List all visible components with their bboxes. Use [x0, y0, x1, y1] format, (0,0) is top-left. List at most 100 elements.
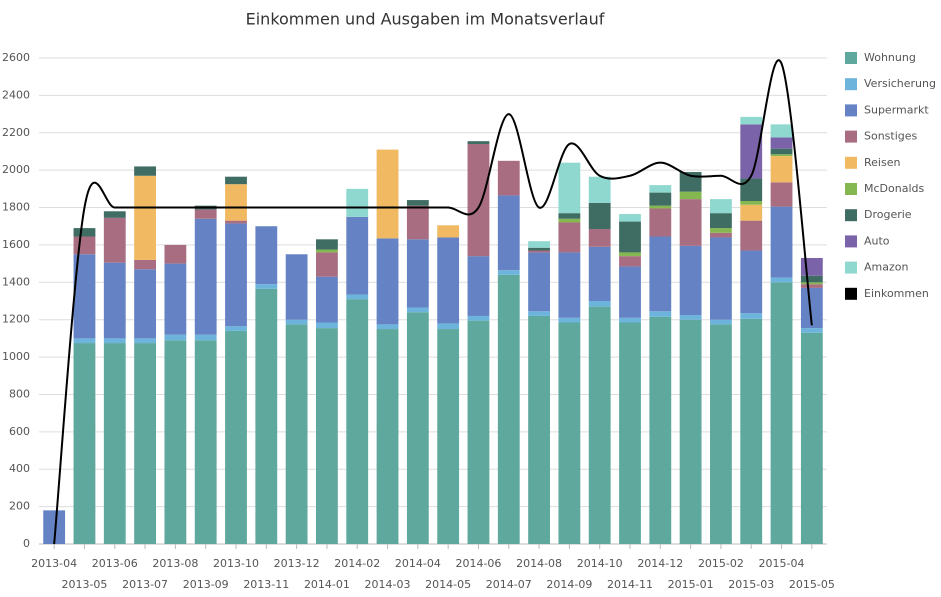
y-tick-label: 0 — [23, 537, 30, 550]
bar-segment — [619, 214, 641, 222]
bar-segment — [194, 209, 217, 219]
bar-segment — [346, 294, 369, 300]
bar-segment — [406, 205, 429, 240]
bar-segment — [800, 328, 823, 333]
bar-segment — [134, 338, 156, 344]
bar-segment — [164, 244, 187, 264]
y-tick-label: 1400 — [2, 275, 30, 288]
bar-segment — [225, 220, 247, 224]
bar-segment — [437, 237, 460, 324]
x-tick-label: 2014-11 — [607, 578, 653, 591]
bar-segment — [588, 202, 611, 230]
bar-segment — [73, 228, 96, 237]
bar-segment — [619, 252, 641, 257]
bar-segment — [376, 324, 399, 330]
bar-segment — [194, 218, 217, 335]
bar-segment — [528, 250, 550, 253]
bar-segment — [406, 200, 429, 206]
bar-segment — [770, 156, 793, 183]
x-tick-label: 2014-05 — [425, 578, 471, 591]
bar-segment — [134, 166, 156, 176]
legend-label: Reisen — [864, 156, 900, 169]
bar-segment — [437, 323, 460, 330]
bar-segment — [285, 319, 308, 325]
bar-segment — [710, 232, 732, 238]
bar-segment — [770, 154, 793, 157]
bar-segment — [467, 320, 490, 544]
bar-segment — [649, 192, 672, 206]
bar-segment — [497, 160, 520, 196]
legend-label: Einkommen — [864, 287, 929, 300]
bar-segment — [770, 282, 793, 544]
x-tick-label: 2015-01 — [668, 578, 714, 591]
x-tick-label: 2014-12 — [637, 557, 683, 570]
x-tick-label: 2013-04 — [31, 557, 77, 570]
bar-segment — [679, 245, 702, 316]
bar-segment — [770, 124, 793, 138]
bar-segment — [225, 326, 247, 331]
legend-label: McDonalds — [864, 182, 924, 195]
y-tick-label: 2400 — [2, 88, 30, 101]
x-tick-label: 2013-07 — [122, 578, 168, 591]
legend-swatch — [845, 183, 857, 195]
x-tick-label: 2014-10 — [577, 557, 623, 570]
bar-segment — [73, 343, 96, 544]
bar-segment — [740, 313, 763, 319]
legend-label: Amazon — [864, 261, 908, 274]
bar-segment — [800, 258, 823, 276]
bar-segment — [134, 269, 156, 339]
bar-segment — [649, 236, 672, 312]
y-tick-label: 1200 — [2, 313, 30, 326]
y-tick-label: 400 — [9, 462, 30, 475]
y-tick-label: 200 — [9, 500, 30, 513]
bar-segment — [649, 205, 672, 209]
bar-segment — [285, 324, 308, 544]
x-tick-label: 2013-11 — [243, 578, 289, 591]
bar-segment — [497, 195, 520, 271]
y-tick-label: 600 — [9, 425, 30, 438]
y-tick-label: 1800 — [2, 201, 30, 214]
bar-segment — [528, 241, 550, 248]
bar-segment — [73, 254, 96, 339]
bar-segment — [225, 176, 247, 185]
bar-segment — [740, 250, 763, 314]
x-tick-label: 2013-10 — [213, 557, 259, 570]
bar-segment — [316, 322, 338, 329]
bar-segment — [255, 288, 278, 544]
legend-swatch — [845, 261, 857, 274]
bar-segment — [194, 334, 217, 341]
bar-segment — [740, 220, 763, 251]
bar-segment — [406, 239, 429, 308]
bar-segment — [558, 252, 581, 318]
bar-segment — [528, 252, 550, 312]
bar-segment — [710, 319, 732, 325]
bar-segment — [376, 238, 399, 325]
legend-swatch — [845, 209, 857, 222]
bar-segment — [800, 287, 823, 329]
bar-segment — [740, 204, 763, 221]
bar-segment — [558, 218, 581, 223]
bar-segment — [467, 315, 490, 321]
bar-segment — [103, 343, 126, 544]
bar-segment — [588, 229, 611, 247]
bar-segment — [103, 338, 126, 344]
y-tick-label: 1000 — [2, 350, 30, 363]
bar-segment — [770, 137, 793, 149]
x-tick-label: 2014-08 — [516, 557, 562, 570]
bar-segment — [679, 199, 702, 246]
bar-segment — [740, 124, 763, 179]
bar-segment — [740, 178, 763, 202]
legend-swatch — [845, 235, 857, 248]
bar-segment — [800, 275, 823, 283]
y-tick-label: 2600 — [2, 51, 30, 64]
bar-segment — [770, 148, 793, 155]
bar-segment — [164, 263, 187, 335]
line — [53, 59, 813, 545]
bar-segment — [528, 315, 550, 544]
bar-segment — [740, 116, 763, 125]
legend-swatch — [845, 287, 857, 300]
legend-swatch — [845, 130, 857, 143]
bar-segment — [406, 307, 429, 313]
bar-segment — [740, 201, 763, 205]
